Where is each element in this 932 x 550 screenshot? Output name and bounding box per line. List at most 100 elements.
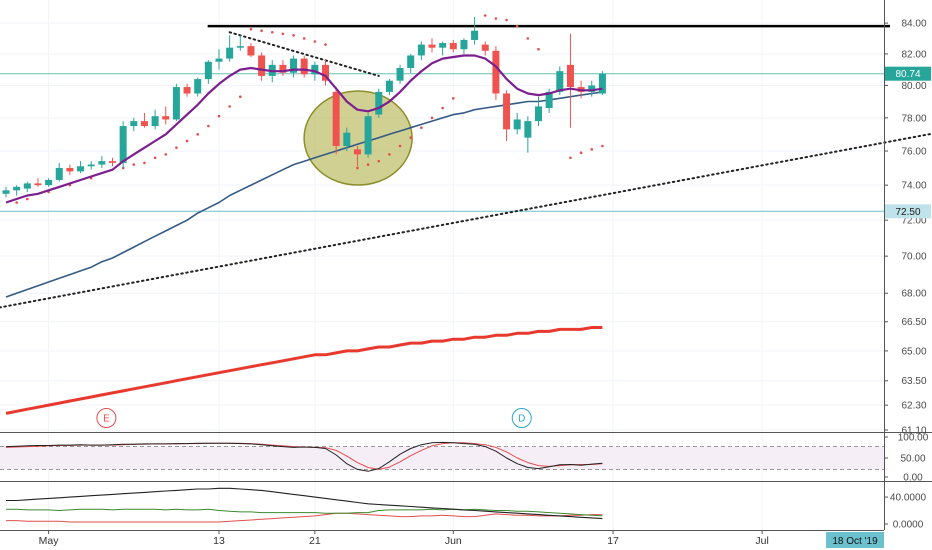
price-tick-label: 65.00 — [901, 346, 926, 357]
candle-body[interactable] — [215, 58, 223, 62]
candle-body[interactable] — [204, 61, 212, 80]
candle-body[interactable] — [247, 46, 255, 56]
psar-dot — [579, 151, 583, 155]
candle-body[interactable] — [428, 44, 436, 48]
candle-body[interactable] — [279, 64, 287, 73]
candle-body[interactable] — [513, 119, 521, 130]
psar-dot — [228, 105, 231, 108]
candle-body[interactable] — [2, 190, 10, 194]
candle-body[interactable] — [407, 55, 415, 69]
candle-body[interactable] — [300, 58, 308, 75]
candle-body[interactable] — [77, 166, 85, 172]
candle-body[interactable] — [194, 79, 202, 94]
candle-body[interactable] — [87, 164, 95, 167]
candle-body[interactable] — [449, 43, 457, 50]
candle-body[interactable] — [151, 116, 159, 127]
candle-body[interactable] — [162, 116, 170, 120]
psar-dot — [175, 146, 178, 149]
candle-body[interactable] — [236, 46, 244, 48]
event-marker[interactable] — [96, 408, 117, 428]
candle-body[interactable] — [226, 47, 234, 59]
psar-dot — [249, 27, 253, 31]
candle-body[interactable] — [183, 87, 191, 94]
psar-dot — [441, 106, 444, 110]
price-tick-label: 63.50 — [901, 376, 926, 387]
dmi-pane[interactable]: 40.0000 0.0000 — [6, 487, 927, 531]
price-tick-label: 74.00 — [901, 181, 926, 192]
candle-body[interactable] — [556, 71, 564, 92]
price-tick-label: 70.00 — [901, 252, 926, 263]
psar-dot — [398, 144, 402, 148]
psar-dot — [537, 47, 540, 51]
candle-body[interactable] — [258, 55, 266, 76]
candle-body[interactable] — [34, 183, 42, 186]
grid-lines — [0, 0, 884, 530]
price-tick-label: 62.30 — [901, 401, 926, 412]
candle-body[interactable] — [417, 44, 425, 56]
last-price-badge — [885, 66, 931, 81]
candle-body[interactable] — [545, 91, 553, 109]
candle-body[interactable] — [140, 121, 148, 127]
last-price-label: 80.74 — [895, 69, 920, 80]
downtrend-line[interactable] — [228, 31, 380, 77]
candle-body[interactable] — [55, 167, 63, 180]
stochastic-k-line — [5, 441, 603, 472]
price-tick-label: 80.00 — [901, 81, 926, 92]
stochastic-pane[interactable]: 100.00 50.00 0.00 — [0, 433, 929, 484]
price-tick-label: 82.00 — [901, 49, 926, 60]
candle-body[interactable] — [109, 161, 116, 163]
candle-body[interactable] — [375, 91, 383, 115]
candle-body[interactable] — [588, 85, 596, 92]
stochastic-tick-label: 50.00 — [900, 454, 925, 465]
sma-short-line — [5, 54, 603, 204]
candle-body[interactable] — [598, 73, 606, 94]
candle-body[interactable] — [13, 186, 21, 191]
sma-long-line — [5, 326, 603, 415]
candle-body[interactable] — [343, 132, 351, 147]
candle-body[interactable] — [130, 121, 138, 127]
candle-body[interactable] — [503, 93, 511, 130]
candle-body[interactable] — [524, 121, 532, 138]
candle-body[interactable] — [481, 44, 489, 51]
price-tick-label: 66.50 — [901, 317, 926, 328]
candle-body[interactable] — [535, 106, 542, 122]
psar-dot — [483, 14, 487, 17]
date-label: Jul — [755, 535, 768, 547]
candle-body[interactable] — [45, 179, 53, 186]
psar-dot — [302, 37, 306, 40]
candle-body[interactable] — [460, 39, 468, 50]
candle-body[interactable] — [98, 161, 106, 165]
candle-body[interactable] — [471, 30, 479, 40]
price-axis[interactable]: 84.00 82.00 80.00 78.00 76.00 74.00 72.00 70.00… — [0, 0, 932, 531]
candle-body[interactable] — [172, 87, 180, 120]
candle-body[interactable] — [385, 80, 393, 92]
event-marker[interactable] — [511, 408, 532, 428]
psar-dot — [601, 144, 604, 148]
candle-body[interactable] — [332, 91, 340, 147]
psar-dot — [260, 29, 263, 33]
candle-body[interactable] — [23, 183, 31, 189]
psar-dot — [15, 201, 18, 204]
candle-body[interactable] — [119, 126, 127, 163]
candle-body[interactable] — [311, 64, 319, 75]
psar-dot — [324, 43, 327, 46]
candle-body[interactable] — [290, 58, 298, 73]
highlight-ellipse[interactable] — [303, 90, 413, 186]
candle-body[interactable] — [322, 64, 329, 81]
psar-dot — [515, 24, 519, 28]
candle-body[interactable] — [396, 68, 404, 81]
psar-dot — [281, 32, 285, 36]
psar-dot — [452, 97, 455, 100]
candle-body[interactable] — [353, 149, 361, 155]
candle-body[interactable] — [492, 50, 500, 94]
psar-dot — [590, 148, 594, 151]
candle-body[interactable] — [566, 64, 574, 88]
time-axis[interactable]: May1321Jun17Jul152318 Oct '19 — [39, 530, 932, 548]
event-marker-label: D — [518, 414, 525, 425]
candle-body[interactable] — [66, 167, 74, 172]
candle-body[interactable] — [364, 116, 372, 155]
candle-body[interactable] — [439, 43, 447, 48]
price-tick-label: 84.00 — [901, 19, 926, 30]
